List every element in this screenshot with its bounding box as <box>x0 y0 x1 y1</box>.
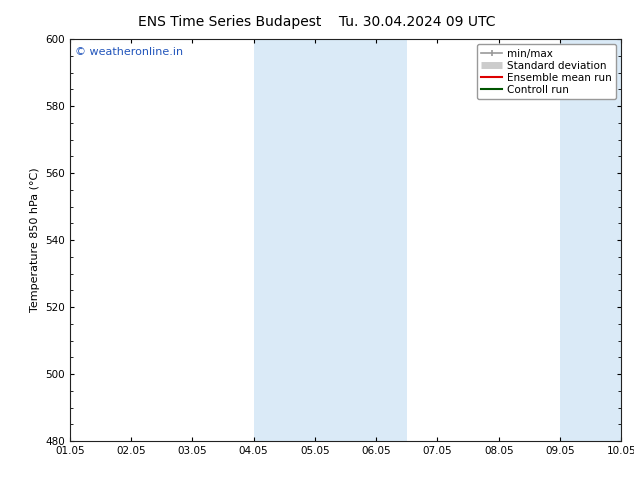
Legend: min/max, Standard deviation, Ensemble mean run, Controll run: min/max, Standard deviation, Ensemble me… <box>477 45 616 99</box>
Text: © weatheronline.in: © weatheronline.in <box>75 47 183 57</box>
Bar <box>560 39 634 441</box>
Bar <box>254 39 407 441</box>
Text: ENS Time Series Budapest    Tu. 30.04.2024 09 UTC: ENS Time Series Budapest Tu. 30.04.2024 … <box>138 15 496 29</box>
Y-axis label: Temperature 850 hPa (°C): Temperature 850 hPa (°C) <box>30 168 39 313</box>
